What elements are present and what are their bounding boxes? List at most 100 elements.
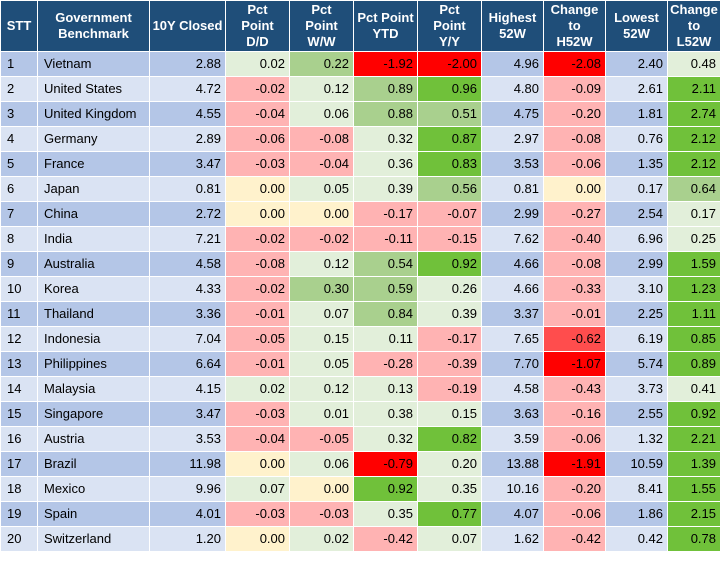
cell-stt: 14 — [0, 376, 38, 402]
cell-government-benchmark: Brazil — [37, 451, 150, 477]
cell-change-to-l52w: 2.21 — [667, 426, 720, 452]
cell-pct-point-ww: -0.02 — [289, 226, 354, 252]
cell-lowest-52w: 2.25 — [605, 301, 668, 327]
cell-highest-52w: 7.70 — [481, 351, 544, 377]
cell-pct-point-ytd: 0.32 — [353, 426, 418, 452]
cell-pct-point-ww: -0.04 — [289, 151, 354, 177]
cell-government-benchmark: Mexico — [37, 476, 150, 502]
cell-lowest-52w: 2.40 — [605, 51, 668, 77]
cell-pct-point-ytd: -0.42 — [353, 526, 418, 552]
cell-10y-closed: 4.15 — [149, 376, 226, 402]
cell-pct-point-yy: 0.96 — [417, 76, 482, 102]
cell-highest-52w: 7.62 — [481, 226, 544, 252]
cell-pct-point-ww: 0.12 — [289, 376, 354, 402]
cell-pct-point-yy: -2.00 — [417, 51, 482, 77]
column-header-government-benchmark: Government Benchmark — [37, 0, 150, 52]
cell-government-benchmark: Spain — [37, 501, 150, 527]
cell-pct-point-dd: 0.00 — [225, 451, 290, 477]
cell-pct-point-yy: -0.39 — [417, 351, 482, 377]
cell-pct-point-yy: 0.35 — [417, 476, 482, 502]
cell-pct-point-ww: 0.00 — [289, 476, 354, 502]
table-row: 14 Malaysia 4.15 0.02 0.12 0.13 -0.19 4.58 -0.43… — [0, 376, 720, 402]
cell-lowest-52w: 1.35 — [605, 151, 668, 177]
cell-pct-point-ytd: -0.11 — [353, 226, 418, 252]
column-header-10y-closed: 10Y Closed — [149, 0, 226, 52]
cell-10y-closed: 4.58 — [149, 251, 226, 277]
cell-pct-point-dd: 0.02 — [225, 376, 290, 402]
cell-pct-point-dd: -0.02 — [225, 276, 290, 302]
table-row: 12 Indonesia 7.04 -0.05 0.15 0.11 -0.17 7.65 -0.… — [0, 326, 720, 352]
table-row: 4 Germany 2.89 -0.06 -0.08 0.32 0.87 2.97 -0.08 0… — [0, 126, 720, 152]
cell-10y-closed: 2.72 — [149, 201, 226, 227]
cell-lowest-52w: 8.41 — [605, 476, 668, 502]
cell-lowest-52w: 0.42 — [605, 526, 668, 552]
cell-highest-52w: 2.99 — [481, 201, 544, 227]
cell-stt: 16 — [0, 426, 38, 452]
cell-government-benchmark: Singapore — [37, 401, 150, 427]
cell-stt: 13 — [0, 351, 38, 377]
cell-change-to-l52w: 0.25 — [667, 226, 720, 252]
cell-change-to-l52w: 0.17 — [667, 201, 720, 227]
cell-highest-52w: 0.81 — [481, 176, 544, 202]
cell-stt: 5 — [0, 151, 38, 177]
cell-highest-52w: 4.58 — [481, 376, 544, 402]
cell-pct-point-ww: -0.05 — [289, 426, 354, 452]
cell-10y-closed: 7.21 — [149, 226, 226, 252]
cell-highest-52w: 7.65 — [481, 326, 544, 352]
table-row: 2 United States 4.72 -0.02 0.12 0.89 0.96 4.80-… — [0, 76, 720, 102]
cell-change-to-h52w: -2.08 — [543, 51, 606, 77]
cell-change-to-l52w: 0.41 — [667, 376, 720, 402]
cell-change-to-l52w: 1.59 — [667, 251, 720, 277]
table-row: 9 Australia 4.58 -0.08 0.12 0.54 0.92 4.66 -0.08… — [0, 251, 720, 277]
cell-government-benchmark: Thailand — [37, 301, 150, 327]
cell-change-to-l52w: 1.11 — [667, 301, 720, 327]
cell-pct-point-yy: 0.82 — [417, 426, 482, 452]
cell-change-to-l52w: 0.85 — [667, 326, 720, 352]
table-header: STT Government Benchmark 10Y Closed Pct Point… — [0, 0, 720, 52]
cell-change-to-l52w: 2.11 — [667, 76, 720, 102]
cell-stt: 17 — [0, 451, 38, 477]
cell-pct-point-yy: -0.17 — [417, 326, 482, 352]
table-row: 17 Brazil 11.98 0.00 0.06 -0.79 0.20 13.88 -1.91… — [0, 451, 720, 477]
cell-stt: 7 — [0, 201, 38, 227]
cell-change-to-l52w: 2.12 — [667, 126, 720, 152]
cell-government-benchmark: Indonesia — [37, 326, 150, 352]
cell-change-to-h52w: -0.06 — [543, 151, 606, 177]
cell-pct-point-dd: 0.00 — [225, 201, 290, 227]
table-row: 5 France 3.47 -0.03 -0.04 0.36 0.83 3.53 -0.06 1.… — [0, 151, 720, 177]
cell-change-to-h52w: -0.33 — [543, 276, 606, 302]
cell-pct-point-ytd: 0.35 — [353, 501, 418, 527]
cell-change-to-h52w: -0.08 — [543, 126, 606, 152]
cell-pct-point-ww: 0.00 — [289, 201, 354, 227]
cell-government-benchmark: India — [37, 226, 150, 252]
cell-change-to-l52w: 0.89 — [667, 351, 720, 377]
cell-stt: 1 — [0, 51, 38, 77]
cell-pct-point-dd: -0.02 — [225, 76, 290, 102]
cell-lowest-52w: 2.54 — [605, 201, 668, 227]
cell-pct-point-dd: -0.05 — [225, 326, 290, 352]
cell-government-benchmark: Philippines — [37, 351, 150, 377]
cell-10y-closed: 2.88 — [149, 51, 226, 77]
cell-change-to-h52w: -0.20 — [543, 101, 606, 127]
column-header-stt: STT — [0, 0, 38, 52]
table-row: 11 Thailand 3.36 -0.01 0.07 0.84 0.39 3.37 -0.01… — [0, 301, 720, 327]
cell-stt: 9 — [0, 251, 38, 277]
cell-lowest-52w: 1.81 — [605, 101, 668, 127]
cell-highest-52w: 3.63 — [481, 401, 544, 427]
table-row: 8 India 7.21 -0.02 -0.02 -0.11 -0.15 7.62 -0.40 6… — [0, 226, 720, 252]
cell-pct-point-ytd: -1.92 — [353, 51, 418, 77]
cell-pct-point-dd: -0.03 — [225, 151, 290, 177]
cell-highest-52w: 1.62 — [481, 526, 544, 552]
cell-10y-closed: 3.36 — [149, 301, 226, 327]
cell-lowest-52w: 3.73 — [605, 376, 668, 402]
cell-pct-point-yy: 0.07 — [417, 526, 482, 552]
cell-pct-point-yy: 0.92 — [417, 251, 482, 277]
cell-pct-point-yy: 0.39 — [417, 301, 482, 327]
cell-highest-52w: 10.16 — [481, 476, 544, 502]
cell-lowest-52w: 1.32 — [605, 426, 668, 452]
cell-pct-point-ww: 0.15 — [289, 326, 354, 352]
cell-change-to-h52w: -0.06 — [543, 501, 606, 527]
cell-pct-point-ww: 0.05 — [289, 351, 354, 377]
cell-10y-closed: 2.89 — [149, 126, 226, 152]
cell-pct-point-yy: 0.51 — [417, 101, 482, 127]
